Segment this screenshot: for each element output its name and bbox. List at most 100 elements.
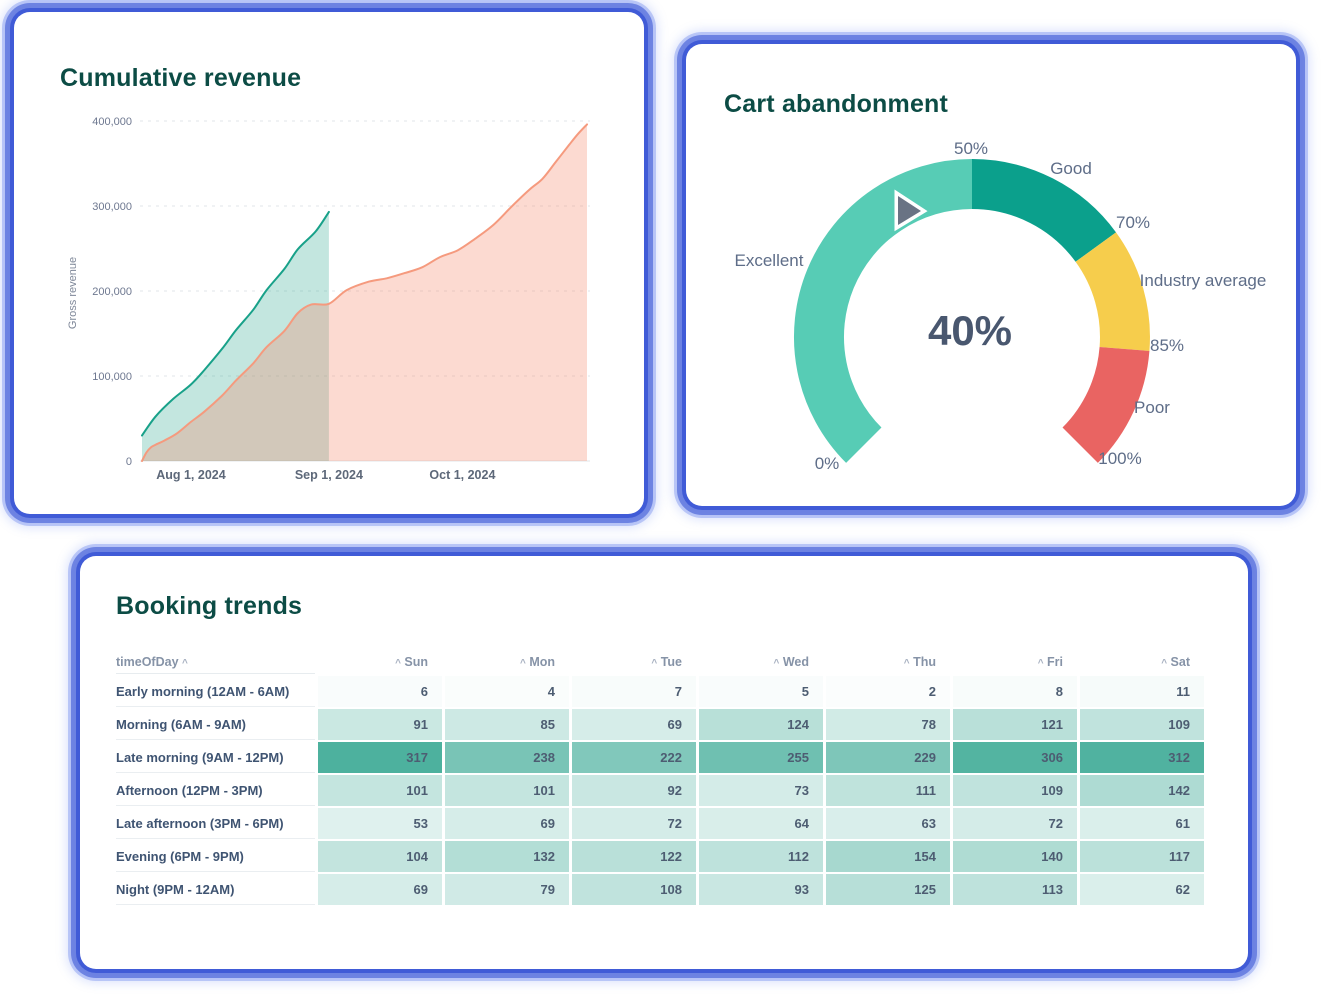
heatmap-cell: 72	[953, 808, 1077, 839]
heatmap-cell: 101	[318, 775, 442, 806]
current-period-cumulative-area	[142, 211, 329, 461]
gauge-value: 40%	[927, 307, 1013, 354]
y-axis-tick: 300,000	[92, 201, 132, 213]
gauge-tick-85: 85%	[1149, 336, 1185, 355]
column-header-thu[interactable]: ^ Thu	[826, 650, 950, 674]
heatmap-cell: 109	[953, 775, 1077, 806]
row-label: Morning (6AM - 9AM)	[116, 709, 315, 740]
sort-caret-icon: ^	[773, 658, 780, 669]
heatmap-cell: 64	[699, 808, 823, 839]
column-header-label: Mon	[529, 655, 555, 669]
cumulative-revenue-card: Cumulative revenue 0 100,000 200,000 300,00…	[14, 12, 644, 514]
gauge-needle-icon	[894, 189, 928, 232]
heatmap-cell: 78	[826, 709, 950, 740]
heatmap-cell: 53	[318, 808, 442, 839]
heatmap-cell: 312	[1080, 742, 1204, 773]
heatmap-cell: 11	[1080, 676, 1204, 707]
gauge-label-poor: Poor	[1134, 398, 1170, 417]
heatmap-cell: 92	[572, 775, 696, 806]
page-title-booking-trends: Booking trends	[116, 592, 303, 620]
heatmap-cell: 122	[572, 841, 696, 872]
heatmap-cell: 109	[1080, 709, 1204, 740]
row-label: Night (9PM - 12AM)	[116, 874, 315, 905]
gauge-segment-industry-average	[1075, 232, 1150, 351]
heatmap-cell: 72	[572, 808, 696, 839]
gauge-tick-100: 100%	[1098, 449, 1142, 468]
heatmap-cell: 108	[572, 874, 696, 905]
column-header-label: Sun	[404, 655, 428, 669]
x-axis-tick: Aug 1, 2024	[156, 468, 226, 482]
heatmap-cell: 132	[445, 841, 569, 872]
column-header-mon[interactable]: ^ Mon	[445, 650, 569, 674]
previous-period-cumulative-line	[141, 123, 588, 462]
heatmap-cell: 113	[953, 874, 1077, 905]
heatmap-cell: 142	[1080, 775, 1204, 806]
column-header-tue[interactable]: ^ Tue	[572, 650, 696, 674]
y-axis-tick: 400,000	[92, 116, 132, 128]
cart-abandonment-card: Cart abandonment 40% 0% 50% 70% 85% 100%…	[686, 44, 1296, 506]
column-header-wed[interactable]: ^ Wed	[699, 650, 823, 674]
cumulative-revenue-chart: 0 100,000 200,000 300,000 400,000 Aug 1, 2024…	[67, 116, 590, 482]
heatmap-cell: 121	[953, 709, 1077, 740]
heatmap-cell: 104	[318, 841, 442, 872]
gauge-tick-70: 70%	[1115, 213, 1151, 232]
heatmap-cell: 117	[1080, 841, 1204, 872]
sort-caret-icon: ^	[519, 658, 526, 669]
heatmap-cell: 306	[953, 742, 1077, 773]
heatmap-cell: 79	[445, 874, 569, 905]
gauge-segment-poor	[1062, 346, 1150, 463]
row-label: Late morning (9AM - 12PM)	[116, 742, 315, 773]
heatmap-cell: 8	[953, 676, 1077, 707]
heatmap-cell: 93	[699, 874, 823, 905]
column-header-label: timeOfDay	[116, 655, 179, 669]
heatmap-cell: 317	[318, 742, 442, 773]
heatmap-cell: 124	[699, 709, 823, 740]
x-axis-tick: Sep 1, 2024	[295, 468, 363, 482]
heatmap-cell: 140	[953, 841, 1077, 872]
column-header-sat[interactable]: ^ Sat	[1080, 650, 1204, 674]
sort-caret-icon: ^	[1161, 658, 1168, 669]
column-header-sun[interactable]: ^ Sun	[318, 650, 442, 674]
y-axis-label: Gross revenue	[67, 257, 79, 329]
heatmap-cell: 6	[318, 676, 442, 707]
y-axis-tick: 0	[126, 456, 132, 468]
heatmap-cell: 101	[445, 775, 569, 806]
column-header-label: Sat	[1170, 655, 1190, 669]
gauge-tick-50: 50%	[953, 139, 989, 158]
heatmap-cell: 125	[826, 874, 950, 905]
page-title-cumulative-revenue: Cumulative revenue	[60, 64, 302, 92]
heatmap-cell: 69	[445, 808, 569, 839]
heatmap-cell: 4	[445, 676, 569, 707]
y-axis-tick: 200,000	[92, 286, 132, 298]
booking-trends-heatmap: timeOfDay ^ ^ Sun ^ Mon ^ Tue ^ Wed ^ Thu ^ Fr…	[116, 650, 1204, 905]
heatmap-cell: 7	[572, 676, 696, 707]
heatmap-cell: 2	[826, 676, 950, 707]
gauge-segment-good	[971, 159, 1117, 263]
heatmap-cell: 255	[699, 742, 823, 773]
sort-caret-icon: ^	[1037, 658, 1044, 669]
heatmap-cell: 73	[699, 775, 823, 806]
heatmap-cell: 229	[826, 742, 950, 773]
column-header-timeofday[interactable]: timeOfDay ^	[116, 650, 315, 674]
current-period-cumulative-line	[141, 210, 330, 437]
previous-period-cumulative-area	[142, 124, 587, 462]
heatmap-cell: 69	[318, 874, 442, 905]
cart-abandonment-gauge	[794, 159, 1150, 463]
gauge-label-industry-average: Industry average	[1139, 271, 1267, 290]
column-header-label: Fri	[1047, 655, 1063, 669]
heatmap-cell: 154	[826, 841, 950, 872]
column-header-fri[interactable]: ^ Fri	[953, 650, 1077, 674]
page-title-cart-abandonment: Cart abandonment	[724, 90, 949, 118]
sort-caret-icon: ^	[903, 658, 910, 669]
booking-trends-card: Booking trends timeOfDay ^ ^ Sun ^ Mon ^ Tu…	[80, 556, 1248, 969]
column-header-label: Thu	[913, 655, 936, 669]
heatmap-cell: 238	[445, 742, 569, 773]
row-label: Early morning (12AM - 6AM)	[116, 676, 315, 707]
gauge-tick-0: 0%	[814, 454, 840, 473]
heatmap-cell: 91	[318, 709, 442, 740]
heatmap-cell: 63	[826, 808, 950, 839]
sort-caret-icon: ^	[395, 658, 401, 669]
heatmap-cell: 5	[699, 676, 823, 707]
gauge-label-excellent: Excellent	[734, 251, 804, 270]
